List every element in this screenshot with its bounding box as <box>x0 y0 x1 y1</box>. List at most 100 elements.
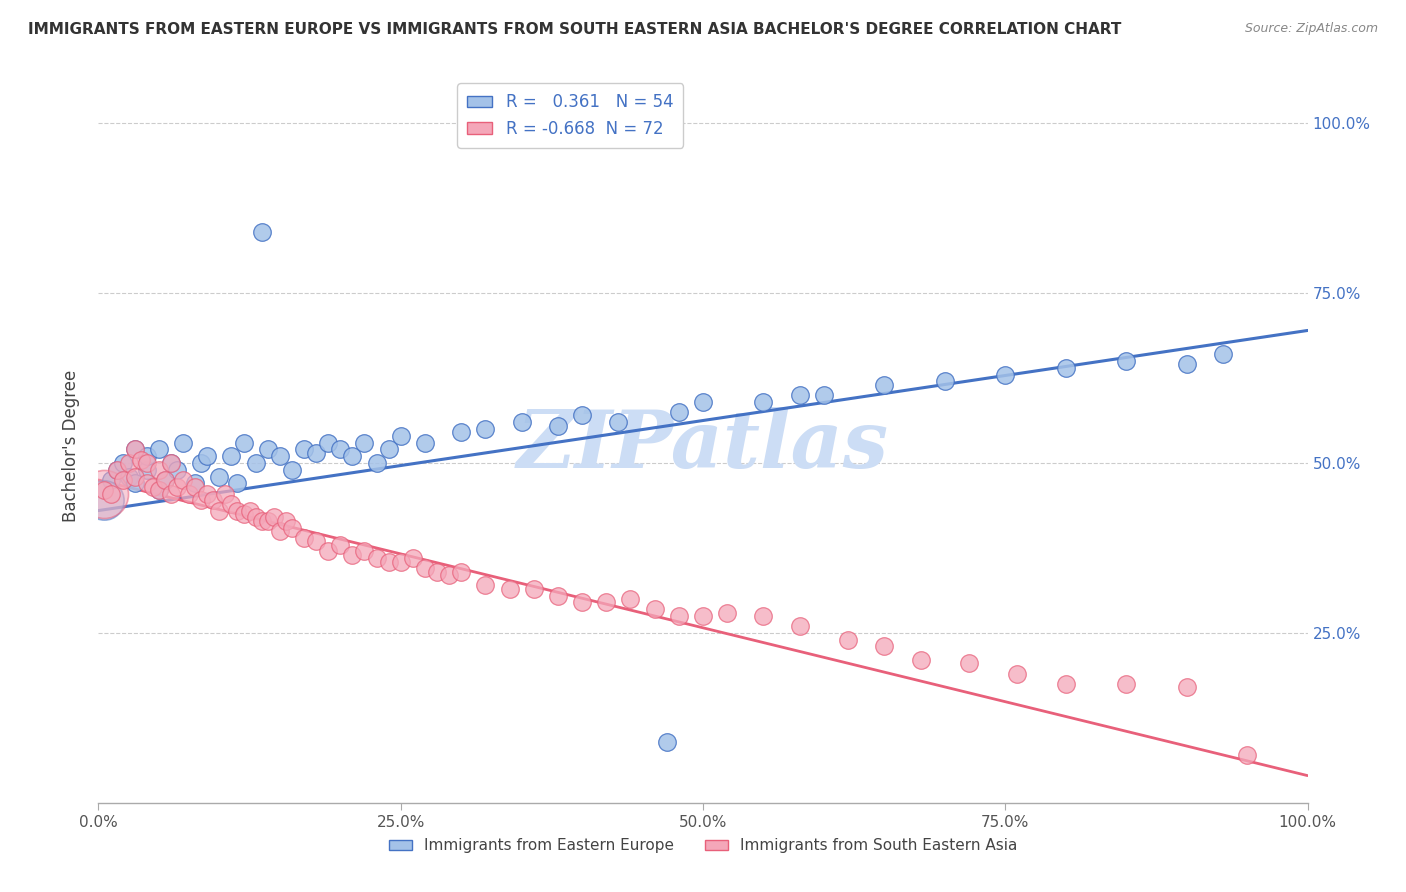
Point <box>595 595 617 609</box>
Point <box>692 608 714 623</box>
Text: Source: ZipAtlas.com: Source: ZipAtlas.com <box>1244 22 1378 36</box>
Point <box>571 595 593 609</box>
Point <box>118 469 141 483</box>
Point <box>135 456 157 470</box>
Point <box>269 449 291 463</box>
Point <box>153 473 176 487</box>
Point <box>994 368 1017 382</box>
Legend: Immigrants from Eastern Europe, Immigrants from South Eastern Asia: Immigrants from Eastern Europe, Immigran… <box>382 832 1024 859</box>
Point <box>256 514 278 528</box>
Point <box>607 415 630 429</box>
Point <box>692 394 714 409</box>
Point <box>124 442 146 457</box>
Point <box>752 608 775 623</box>
Point <box>190 456 212 470</box>
Text: ZIPatlas: ZIPatlas <box>517 408 889 484</box>
Point <box>377 442 399 457</box>
Point <box>353 435 375 450</box>
Point <box>305 534 328 549</box>
Point <box>389 555 412 569</box>
Point <box>135 449 157 463</box>
Point <box>232 435 254 450</box>
Point <box>184 476 207 491</box>
Point <box>716 606 738 620</box>
Point <box>305 446 328 460</box>
Point <box>226 476 249 491</box>
Point <box>1115 677 1137 691</box>
Point <box>752 394 775 409</box>
Point <box>105 463 128 477</box>
Point <box>547 418 569 433</box>
Point <box>292 442 315 457</box>
Point <box>135 476 157 491</box>
Point <box>789 388 811 402</box>
Point <box>226 503 249 517</box>
Point <box>184 480 207 494</box>
Point <box>124 469 146 483</box>
Point <box>873 640 896 654</box>
Point <box>221 449 243 463</box>
Point <box>1175 358 1198 372</box>
Point <box>523 582 546 596</box>
Point <box>160 456 183 470</box>
Point <box>789 619 811 633</box>
Text: IMMIGRANTS FROM EASTERN EUROPE VS IMMIGRANTS FROM SOUTH EASTERN ASIA BACHELOR'S : IMMIGRANTS FROM EASTERN EUROPE VS IMMIGR… <box>28 22 1122 37</box>
Point <box>474 578 496 592</box>
Point <box>274 514 297 528</box>
Point <box>450 565 472 579</box>
Point <box>316 544 339 558</box>
Point <box>172 435 194 450</box>
Point <box>153 473 176 487</box>
Point <box>93 483 115 498</box>
Point <box>142 480 165 494</box>
Point <box>93 486 115 500</box>
Point <box>547 589 569 603</box>
Point <box>329 537 352 551</box>
Point <box>389 429 412 443</box>
Point <box>202 493 225 508</box>
Point <box>957 657 980 671</box>
Point <box>190 493 212 508</box>
Point <box>413 561 436 575</box>
Point <box>668 405 690 419</box>
Point <box>245 456 267 470</box>
Point <box>450 425 472 440</box>
Point <box>366 456 388 470</box>
Point <box>1115 354 1137 368</box>
Point <box>342 548 364 562</box>
Point <box>342 449 364 463</box>
Point <box>377 555 399 569</box>
Point <box>100 473 122 487</box>
Point <box>837 632 859 647</box>
Point <box>124 442 146 457</box>
Point <box>135 463 157 477</box>
Point <box>413 435 436 450</box>
Point <box>910 653 932 667</box>
Point <box>1054 677 1077 691</box>
Point <box>208 503 231 517</box>
Point <box>111 456 134 470</box>
Point <box>281 520 304 534</box>
Point <box>256 442 278 457</box>
Point <box>179 486 201 500</box>
Point <box>402 551 425 566</box>
Point <box>208 469 231 483</box>
Point <box>316 435 339 450</box>
Point <box>873 377 896 392</box>
Point <box>148 483 170 498</box>
Point <box>1054 360 1077 375</box>
Point <box>250 225 273 239</box>
Point <box>148 463 170 477</box>
Point <box>232 507 254 521</box>
Point <box>426 565 449 579</box>
Point <box>668 608 690 623</box>
Point <box>281 463 304 477</box>
Point <box>1175 680 1198 694</box>
Point <box>166 463 188 477</box>
Point <box>813 388 835 402</box>
Point <box>160 486 183 500</box>
Point <box>124 476 146 491</box>
Point <box>105 463 128 477</box>
Point <box>160 456 183 470</box>
Point <box>100 486 122 500</box>
